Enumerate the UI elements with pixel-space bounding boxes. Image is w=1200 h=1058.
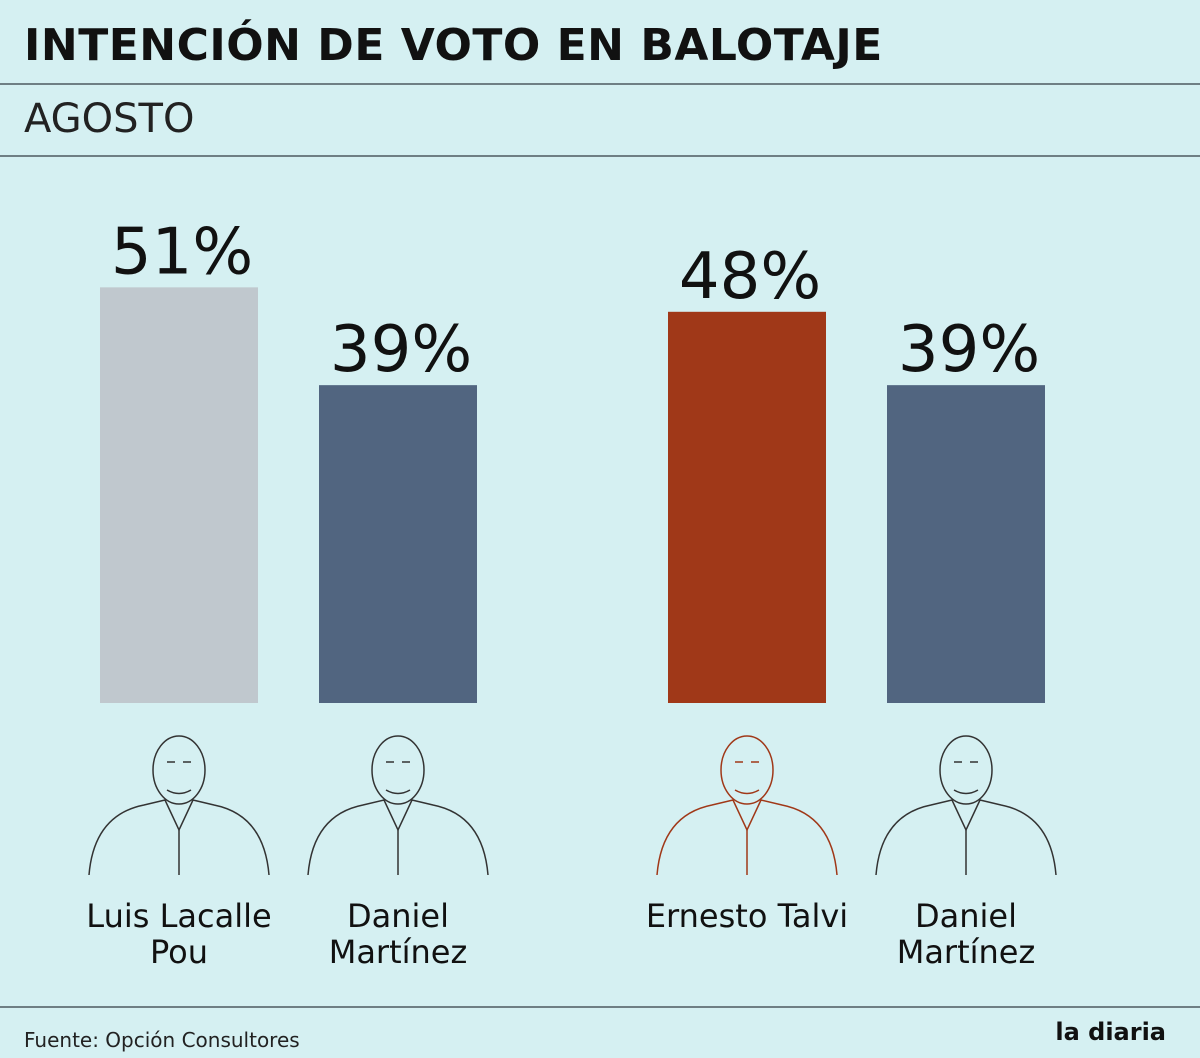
portrait-detail (734, 761, 760, 875)
portrait (875, 735, 1057, 876)
chart: 51% 39% 48% 39% (88, 215, 1057, 876)
rule (0, 1006, 1200, 1008)
category-label: Daniel Martínez (328, 897, 468, 971)
bar (100, 287, 258, 703)
category-label: Daniel Martínez (896, 897, 1036, 971)
portrait-detail (953, 761, 979, 875)
bar (319, 385, 477, 703)
value-label: 48% (679, 240, 821, 314)
portrait (88, 735, 270, 876)
source: Fuente: Opción Consultores (24, 1028, 300, 1052)
value-label: 39% (330, 313, 472, 387)
portrait-head (371, 735, 425, 805)
value-label: 51% (111, 215, 253, 289)
portrait-head (720, 735, 774, 805)
subtitle: AGOSTO (24, 96, 195, 142)
rule (0, 83, 1200, 85)
portrait-detail (385, 761, 411, 875)
portrait-head (939, 735, 993, 805)
bar (887, 385, 1045, 703)
rule (0, 155, 1200, 157)
portrait (307, 735, 489, 876)
portrait (656, 735, 838, 876)
category-label: Ernesto Talvi (645, 897, 849, 935)
title: INTENCIÓN DE VOTO EN BALOTAJE (24, 20, 883, 71)
value-label: 39% (898, 313, 1040, 387)
category-label: Luis Lacalle Pou (86, 897, 272, 971)
brand: la diaria (1055, 1018, 1166, 1046)
bar (668, 311, 826, 703)
portrait-detail (166, 761, 192, 875)
portrait-head (152, 735, 206, 805)
